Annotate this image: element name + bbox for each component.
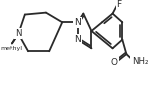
Text: methyl: methyl: [7, 49, 12, 50]
Text: N: N: [15, 29, 22, 38]
Text: NH₂: NH₂: [132, 57, 148, 66]
Text: N: N: [74, 35, 81, 44]
Text: N: N: [15, 29, 22, 38]
Text: F: F: [116, 0, 122, 9]
Text: methyl: methyl: [0, 46, 22, 51]
Text: O: O: [111, 58, 118, 67]
Text: N: N: [74, 18, 81, 27]
Text: methyl: methyl: [10, 44, 15, 45]
